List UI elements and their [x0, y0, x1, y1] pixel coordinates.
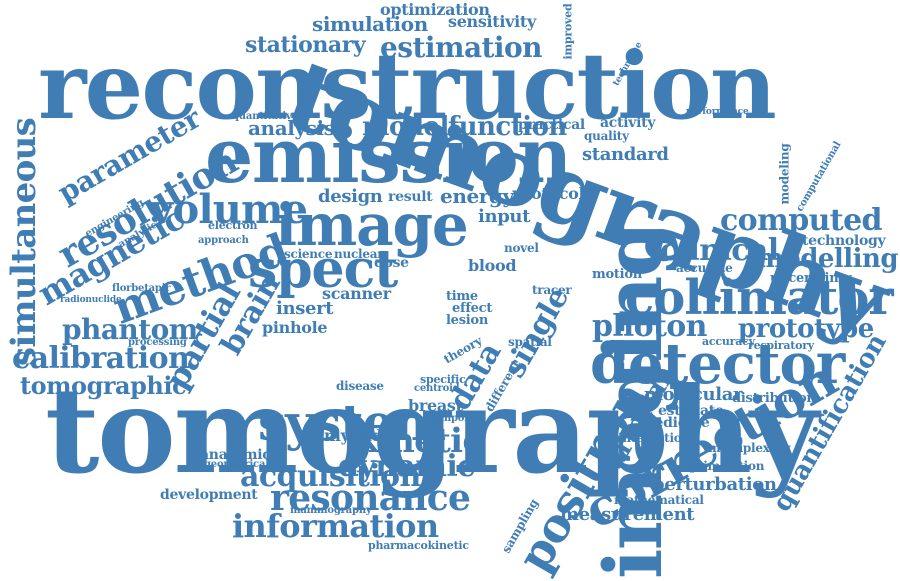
word-disease: disease	[336, 379, 384, 393]
word-lesion: lesion	[446, 313, 489, 328]
word-spatial: spatial	[508, 335, 552, 349]
word-mammography: mammography	[290, 505, 372, 516]
word-molecular: molecular	[644, 384, 743, 405]
word-quality: quality	[584, 129, 629, 143]
word-improved: improved	[561, 3, 575, 60]
word-florbetapir: florbetapir	[112, 283, 171, 294]
word-multiplexing: multiplexing	[708, 441, 791, 455]
word-breast: breast	[408, 396, 463, 415]
word-photon: photon	[592, 309, 707, 344]
word-blood: blood	[468, 256, 517, 275]
word-input: input	[478, 206, 531, 227]
word-accurate: accurate	[676, 261, 733, 275]
word-development: development	[160, 487, 258, 503]
word-activity: activity	[600, 115, 656, 131]
word-pharmacokinetic: pharmacokinetic	[368, 539, 469, 552]
word-effect: effect	[452, 301, 493, 316]
word-dynamic: dynamic	[338, 449, 475, 484]
word-protocol: protocol	[512, 184, 585, 203]
word-model: model	[362, 112, 449, 142]
word-clinical: clinical	[660, 233, 779, 268]
word-simultaneous: simultaneous	[4, 117, 45, 367]
word-computed: computed	[720, 203, 883, 238]
word-stationary: stationary	[245, 32, 366, 58]
word-medicine: medicine	[640, 415, 710, 431]
word-novel: novel	[504, 241, 539, 255]
word-reconstruction: reconstruction	[38, 32, 777, 140]
word-technology: technology	[802, 233, 886, 249]
word-science: science	[284, 247, 333, 261]
word-modeling: modeling	[777, 143, 792, 205]
word-function: function	[448, 112, 567, 142]
word-measurement: measurement	[560, 504, 695, 525]
word-analysis: analysis	[248, 116, 335, 140]
word-time: time	[446, 289, 478, 304]
word-perturbation: perturbation	[652, 474, 777, 495]
word-accuracy: accuracy	[702, 335, 755, 348]
word-temporal: temporal	[430, 413, 480, 424]
word-performance: performance	[686, 107, 749, 117]
word-radionuclide: radionuclide	[60, 295, 122, 305]
word-electron: electron	[208, 219, 258, 232]
word-calibration: calibration	[12, 341, 190, 376]
word-spect: spect	[248, 239, 398, 300]
word-respiratory: respiratory	[748, 339, 814, 352]
word-estimate: estimate	[658, 403, 724, 419]
word-centroid: centroid	[414, 383, 460, 394]
word-approach: approach	[198, 235, 249, 246]
word-volume: volume	[150, 186, 308, 233]
word-motion: motion	[592, 267, 642, 282]
word-tracer: tracer	[532, 283, 572, 297]
word-phantom: phantom	[62, 313, 198, 346]
word-insert: insert	[276, 298, 334, 319]
word-detector: detector	[590, 331, 845, 397]
word-quantitative: quantitative	[232, 111, 298, 122]
word-modelling: modelling	[756, 244, 898, 274]
word-practical: practical	[518, 117, 585, 133]
word-emission: emission	[205, 111, 572, 200]
word-design: design	[318, 186, 383, 207]
word-interaction: interaction	[618, 431, 691, 445]
word-estimation: estimation	[380, 31, 542, 64]
word-optimization: optimization	[380, 0, 490, 19]
word-result: result	[388, 189, 433, 205]
word-geometrical: geometrical	[204, 459, 269, 470]
word-resonance: resonance	[270, 477, 471, 519]
word-simulation: simulation	[312, 12, 428, 36]
word-optimisation: optimisation	[682, 459, 765, 473]
word-energy: energy	[440, 184, 514, 208]
word-tomography-main: tomography	[45, 361, 819, 500]
word-processing: processing	[128, 337, 187, 348]
word-kinetic: kinetic	[355, 421, 483, 461]
word-specific: specific	[420, 373, 466, 386]
word-acquisition: acquisition	[240, 459, 421, 494]
word-image: image	[275, 191, 469, 259]
word-system: system	[258, 393, 446, 452]
word-nuclear: nuclear	[334, 247, 384, 261]
word-tomographic: tomographic	[20, 371, 187, 400]
word-standard: standard	[582, 144, 669, 165]
word-uncertainty: uncertainty	[770, 271, 852, 286]
word-information: information	[232, 507, 439, 545]
word-scanner: scanner	[322, 284, 391, 303]
word-pinhole: pinhole	[262, 318, 328, 337]
word-mathematical: mathematical	[614, 493, 704, 507]
word-distribution: distribution	[732, 391, 816, 406]
word-anatomical: anatomical	[200, 447, 285, 463]
word-prototype: prototype	[738, 314, 874, 344]
word-amyloid: amyloid	[314, 426, 383, 445]
word-collimator: collimator	[625, 270, 894, 326]
word-dose: dose	[374, 255, 409, 271]
word-sensitivity: sensitivity	[448, 12, 536, 31]
